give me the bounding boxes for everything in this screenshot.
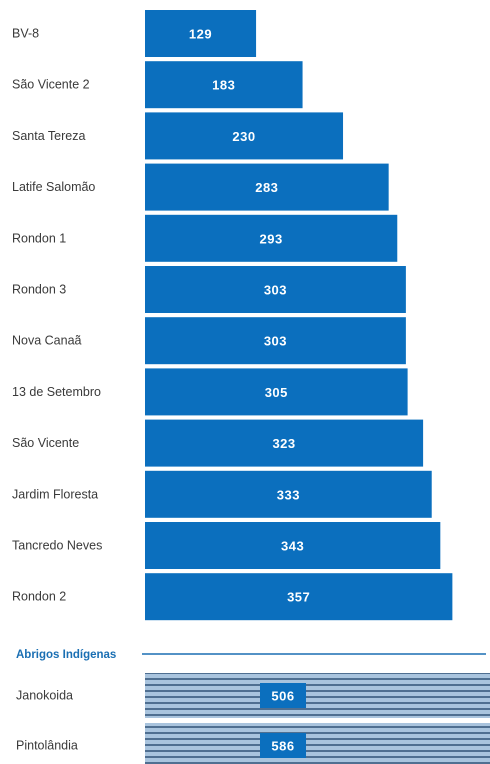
bar-1 bbox=[145, 61, 303, 109]
indigenous-section-group: Abrigos Indígenas Janokoida 506 Pintolândia… bbox=[16, 649, 490, 764]
bar-2 bbox=[145, 112, 344, 160]
value-label: 323 bbox=[272, 436, 295, 451]
category-label: Latife Salomão bbox=[12, 180, 95, 194]
bar-0 bbox=[145, 10, 257, 57]
section-category-label: Pintolândia bbox=[16, 739, 78, 753]
value-label: 305 bbox=[265, 385, 288, 400]
value-label: 357 bbox=[287, 590, 310, 605]
value-label: 293 bbox=[260, 231, 283, 246]
section-bar-0 bbox=[145, 673, 490, 718]
bar-11 bbox=[145, 573, 453, 621]
value-label: 283 bbox=[255, 180, 278, 195]
category-label: 13 de Setembro bbox=[12, 385, 101, 399]
section-bar-1 bbox=[145, 723, 490, 764]
section-category-label: Janokoida bbox=[16, 689, 73, 703]
category-label: Rondon 1 bbox=[12, 231, 66, 245]
value-label: 230 bbox=[232, 129, 255, 144]
category-label: Santa Tereza bbox=[12, 129, 85, 143]
value-label: 129 bbox=[189, 27, 212, 42]
section-value-box bbox=[260, 683, 306, 708]
bar-3 bbox=[145, 163, 389, 211]
bar-8 bbox=[145, 419, 424, 467]
section-value-label: 586 bbox=[271, 739, 294, 754]
value-label: 183 bbox=[212, 78, 235, 93]
section-title: Abrigos Indígenas bbox=[16, 649, 116, 661]
value-label: 343 bbox=[281, 539, 304, 554]
bar-4 bbox=[145, 214, 398, 262]
category-label: São Vicente bbox=[12, 436, 79, 450]
bar-5 bbox=[145, 266, 406, 313]
bar-7 bbox=[145, 368, 408, 416]
value-label: 303 bbox=[264, 283, 287, 298]
category-label: Nova Canaã bbox=[12, 334, 82, 348]
category-label: Tancredo Neves bbox=[12, 539, 102, 553]
bar-9 bbox=[145, 470, 432, 518]
section-value-label: 506 bbox=[271, 689, 294, 704]
category-label: Jardim Floresta bbox=[12, 487, 98, 501]
category-label: Rondon 3 bbox=[12, 283, 66, 297]
bar-6 bbox=[145, 317, 406, 365]
bar-10 bbox=[145, 522, 441, 569]
main-bars-group: BV-8 129 São Vicente 2 183 Santa Tereza 230 La… bbox=[12, 10, 453, 621]
value-label: 333 bbox=[277, 487, 300, 502]
value-label: 303 bbox=[264, 334, 287, 349]
category-label: BV-8 bbox=[12, 27, 39, 41]
section-value-box bbox=[260, 733, 306, 758]
category-label: São Vicente 2 bbox=[12, 78, 90, 92]
category-label: Rondon 2 bbox=[12, 590, 66, 604]
